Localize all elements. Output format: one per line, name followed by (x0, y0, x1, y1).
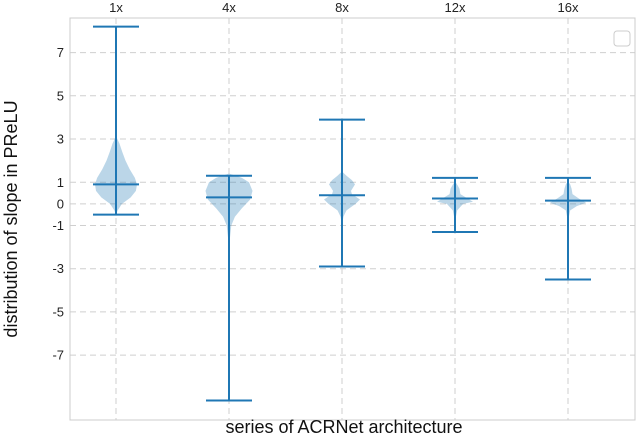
y-tick-label-0: 7 (57, 45, 64, 60)
x-axis-title: series of ACRNet architecture (225, 417, 462, 436)
legend[interactable] (613, 30, 631, 47)
y-tick-label-4: 0 (57, 196, 64, 211)
violins (93, 25, 591, 402)
plot-frame (69, 17, 636, 421)
x-tick-label-3: 12x (445, 0, 466, 15)
y-tick-label-5: -1 (52, 218, 64, 233)
y-tick-label-2: 3 (57, 132, 64, 147)
tick-labels: 7 5 3 1 0 -1 -3 -5 -7 1x 4x 8x 12x 16x (52, 0, 579, 363)
x-tick-label-4: 16x (558, 0, 579, 15)
y-tick-label-8: -7 (52, 348, 64, 363)
x-tick-label-2: 8x (335, 0, 349, 15)
y-tick-label-3: 1 (57, 175, 64, 190)
x-tick-label-1: 4x (222, 0, 236, 15)
y-tick-label-1: 5 (57, 88, 64, 103)
grid (70, 18, 635, 420)
y-axis-title: distribution of slope in PReLU (1, 100, 21, 337)
y-tick-label-6: -3 (52, 261, 64, 276)
x-tick-label-0: 1x (109, 0, 123, 15)
y-tick-label-7: -5 (52, 304, 64, 319)
